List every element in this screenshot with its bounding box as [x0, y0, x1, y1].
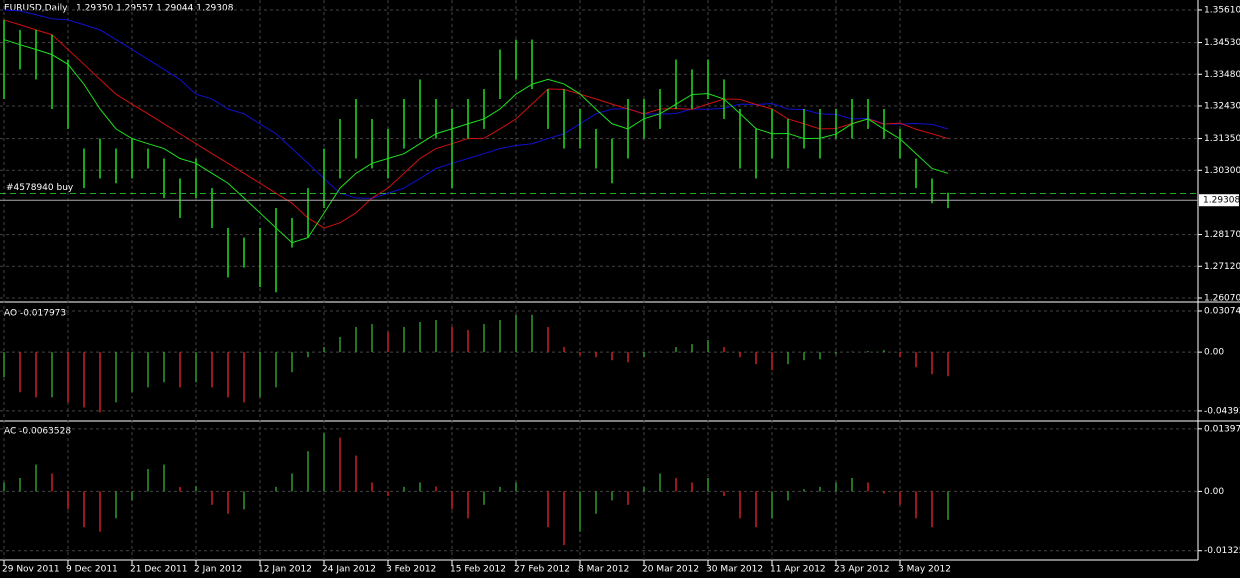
moving-average: [3, 19, 949, 229]
ohlc-header: 1.29350 1.29557 1.29044 1.29308: [76, 4, 234, 14]
y-tick-label: -0.01325: [1204, 546, 1240, 556]
time-label: 24 Jan 2012: [322, 565, 376, 575]
y-tick-label: 1.28170: [1204, 230, 1240, 240]
y-tick-label: 1.31350: [1204, 134, 1240, 144]
y-tick-label: 1.34530: [1204, 38, 1240, 48]
moving-average: [3, 9, 949, 199]
current-price-label: 1.29308: [1203, 196, 1240, 206]
ao-title: AO -0.017973: [4, 309, 66, 319]
time-label: 3 May 2012: [898, 565, 951, 575]
y-tick-label: 0.030745: [1204, 306, 1240, 316]
time-label: 2 Jan 2012: [194, 565, 242, 575]
y-tick-label: 0.00: [1204, 348, 1224, 358]
current-price-box: [1199, 194, 1239, 207]
y-tick-label: 1.35610: [1204, 5, 1240, 15]
time-label: 15 Feb 2012: [450, 565, 506, 575]
order-label: #4578940 buy: [6, 183, 74, 193]
moving-average: [3, 39, 949, 244]
y-tick-label: 1.26070: [1204, 293, 1240, 303]
y-tick-label: -0.04393: [1204, 406, 1240, 416]
time-label: 12 Jan 2012: [258, 565, 312, 575]
time-label: 30 Mar 2012: [706, 565, 763, 575]
time-label: 21 Dec 2011: [130, 565, 188, 575]
ac-title: AC -0.0063528: [4, 427, 71, 437]
y-tick-label: 1.27120: [1204, 262, 1240, 272]
y-tick-label: 1.33480: [1204, 70, 1240, 80]
time-label: 29 Nov 2011: [2, 565, 60, 575]
time-label: 8 Mar 2012: [578, 565, 629, 575]
y-tick-label: 1.32430: [1204, 101, 1240, 111]
y-tick-label: 1.30300: [1204, 166, 1240, 176]
time-label: 9 Dec 2011: [66, 565, 118, 575]
chart-title: EURUSD,Daily: [4, 4, 68, 14]
y-tick-label: 0.00: [1204, 487, 1224, 497]
time-label: 23 Apr 2012: [834, 565, 890, 575]
time-label: 11 Apr 2012: [770, 565, 826, 575]
time-label: 27 Feb 2012: [514, 565, 570, 575]
y-tick-label: 0.013975: [1204, 424, 1240, 434]
time-label: 3 Feb 2012: [386, 565, 436, 575]
time-label: 20 Mar 2012: [642, 565, 699, 575]
